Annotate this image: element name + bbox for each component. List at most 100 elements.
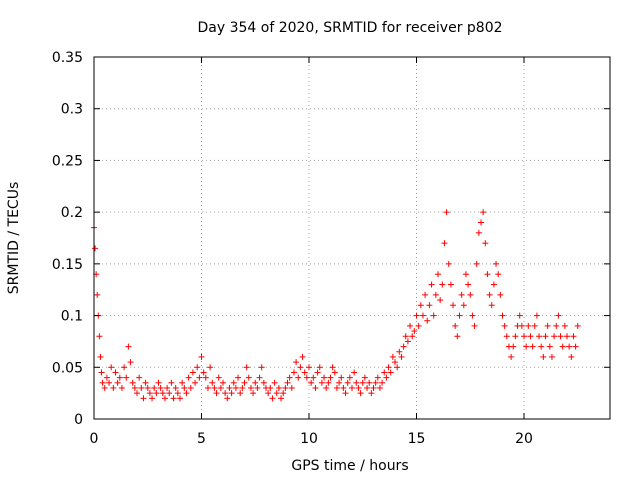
data-point: [92, 245, 99, 252]
data-point: [340, 384, 347, 391]
x-tick-label: 20: [515, 431, 533, 447]
data-point: [157, 384, 164, 391]
data-point: [235, 374, 242, 381]
data-point: [542, 333, 549, 340]
chart-title: Day 354 of 2020, SRMTID for receiver p80…: [197, 20, 502, 36]
data-point: [121, 364, 128, 371]
data-point: [411, 328, 418, 335]
data-point: [222, 390, 229, 397]
data-point: [370, 384, 377, 391]
data-point: [465, 281, 472, 288]
data-point: [174, 390, 181, 397]
data-point: [546, 343, 553, 350]
data-point: [142, 379, 149, 386]
data-point: [232, 384, 239, 391]
data-point: [118, 384, 125, 391]
data-point: [194, 364, 201, 371]
data-point: [282, 384, 289, 391]
data-point: [454, 333, 461, 340]
x-axis-label: GPS time / hours: [291, 458, 408, 474]
data-point: [112, 369, 119, 376]
data-point: [323, 384, 330, 391]
data-point: [267, 384, 274, 391]
data-point: [310, 374, 317, 381]
data-point: [499, 312, 506, 319]
data-point: [258, 364, 265, 371]
data-point: [127, 359, 134, 366]
y-tick-label: 0.3: [61, 102, 83, 118]
data-point: [123, 374, 130, 381]
data-point: [456, 312, 463, 319]
data-point: [110, 384, 117, 391]
data-point: [570, 333, 577, 340]
y-tick-label: 0.25: [52, 153, 83, 169]
data-point: [422, 291, 429, 298]
data-point: [312, 384, 319, 391]
data-point: [419, 312, 426, 319]
data-point: [572, 343, 579, 350]
data-point: [297, 364, 304, 371]
data-point: [521, 333, 527, 340]
data-point: [256, 374, 263, 381]
data-point: [308, 379, 315, 386]
data-point: [269, 395, 276, 402]
data-point: [392, 359, 398, 366]
data-point: [149, 395, 156, 402]
grid-layer: [94, 57, 610, 419]
data-point: [437, 297, 444, 304]
data-point: [211, 384, 218, 391]
y-tick-label: 0: [74, 412, 83, 428]
data-point: [192, 379, 199, 386]
data-point: [204, 384, 211, 391]
data-point: [368, 390, 375, 397]
data-point: [101, 384, 108, 391]
data-point: [493, 260, 500, 267]
data-point: [428, 281, 435, 288]
data-point: [497, 291, 504, 298]
data-point: [331, 369, 338, 376]
data-point: [207, 364, 214, 371]
data-point: [338, 374, 345, 381]
data-point: [325, 379, 332, 386]
data-point: [144, 384, 151, 391]
y-tick-label: 0.15: [52, 257, 83, 273]
data-point: [168, 379, 175, 386]
data-point: [153, 390, 160, 397]
data-point: [254, 384, 261, 391]
data-point: [385, 364, 392, 371]
data-point: [243, 364, 250, 371]
data-point: [260, 379, 267, 386]
data-point: [140, 395, 147, 402]
data-point: [155, 379, 162, 386]
data-point: [482, 240, 489, 247]
data-point: [430, 312, 437, 319]
data-point: [404, 338, 411, 345]
data-point: [241, 379, 248, 386]
data-point: [138, 384, 145, 391]
data-point: [220, 379, 226, 386]
data-point: [336, 379, 343, 386]
data-point: [538, 343, 545, 350]
data-point: [265, 390, 272, 397]
data-point: [473, 260, 480, 267]
x-tick-label: 10: [300, 431, 318, 447]
data-point: [564, 333, 570, 340]
data-point: [458, 291, 465, 298]
data-point: [559, 343, 566, 350]
data-point: [548, 353, 555, 360]
data-point: [198, 353, 205, 360]
data-point: [525, 322, 532, 329]
data-point: [467, 291, 474, 298]
data-point: [230, 379, 237, 386]
data-point: [172, 384, 179, 391]
y-tick-label: 0.05: [52, 360, 83, 376]
data-point: [544, 322, 551, 329]
data-point: [189, 369, 196, 376]
data-point: [284, 379, 291, 386]
data-point: [286, 374, 293, 381]
x-tick-label: 15: [408, 431, 426, 447]
data-point: [417, 302, 424, 309]
data-point: [357, 390, 364, 397]
data-point: [164, 384, 171, 391]
data-point: [299, 353, 306, 360]
